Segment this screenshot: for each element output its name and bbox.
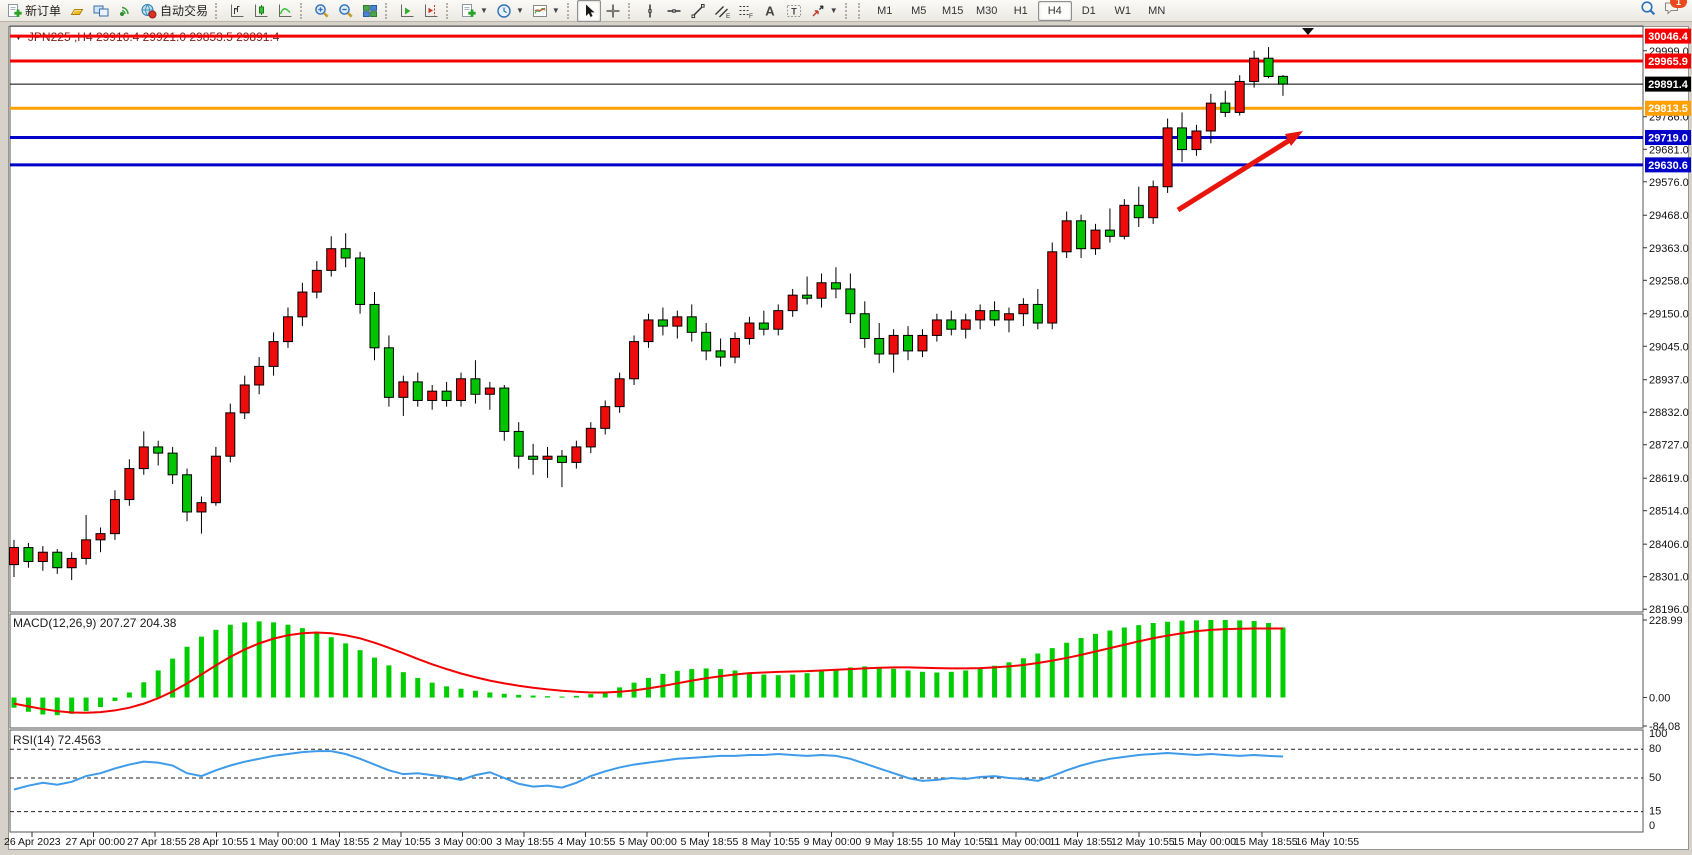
trendline-icon <box>690 3 706 19</box>
vertical-line-icon <box>642 3 658 19</box>
data-window-button[interactable] <box>89 0 113 22</box>
chevron-down-icon: ▼ <box>515 6 524 15</box>
cursor-icon <box>581 3 597 19</box>
templates-button[interactable]: ▼ <box>528 0 564 22</box>
fibonacci-button[interactable]: F <box>734 0 758 22</box>
toolbar: 新订单 自动交易 ▼ ▼ ▼ E F A T ▼ M1 M5 M15 M30 H1 H4 D1 W1 MN 1 <box>0 0 1692 22</box>
timeframe-m5-button[interactable]: M5 <box>911 4 927 17</box>
toolbar-separator <box>857 2 865 19</box>
horizontal-line-button[interactable] <box>662 0 686 22</box>
periods-button[interactable]: ▼ <box>492 0 528 22</box>
new-order-label: 新订单 <box>25 4 62 18</box>
chevron-down-icon: ▼ <box>480 6 488 15</box>
toolbar-separator <box>446 2 453 19</box>
autotrading-label: 自动交易 <box>160 4 209 18</box>
cursor-button[interactable] <box>576 0 601 22</box>
navigator-button[interactable] <box>113 0 137 22</box>
trendline-button[interactable] <box>686 0 710 22</box>
periods-icon <box>496 3 512 19</box>
new-order-button[interactable]: 新订单 <box>2 0 65 22</box>
timeframe-h4-button[interactable]: H4 <box>1037 0 1072 21</box>
zoom-out-button[interactable] <box>334 0 358 22</box>
toolbar-separator <box>215 2 222 19</box>
line-chart-mode-icon <box>277 3 293 19</box>
chart-shift-button[interactable] <box>419 0 443 22</box>
notification-badge: 1 <box>1670 0 1687 8</box>
equidistant-channel-button[interactable]: E <box>710 0 734 22</box>
crosshair-icon <box>605 3 621 19</box>
svg-text:T: T <box>791 6 797 16</box>
chat-button[interactable]: 1 <box>1664 0 1687 21</box>
svg-text:F: F <box>749 13 753 19</box>
zoom-in-button[interactable] <box>310 0 334 22</box>
toolbar-right: 1 <box>1640 0 1690 21</box>
bar-chart-mode-button[interactable] <box>225 0 249 22</box>
tile-windows-button[interactable] <box>358 0 382 22</box>
text-label-button[interactable]: T <box>782 0 806 22</box>
text-icon: A <box>762 3 778 19</box>
candlestick-mode-button[interactable] <box>249 0 273 22</box>
chart-menu-arrow-icon[interactable]: ▼ <box>14 32 23 42</box>
timeframe-h1-button[interactable]: H1 <box>1013 4 1028 17</box>
zoom-out-icon <box>338 3 354 19</box>
auto-scroll-button[interactable] <box>395 0 419 22</box>
chevron-down-icon: ▼ <box>829 6 838 15</box>
chevron-down-icon: ▼ <box>551 6 560 15</box>
timeframe-m1-button[interactable]: M1 <box>877 4 893 17</box>
toolbar-separator <box>385 2 392 19</box>
equidistant-channel-icon: E <box>714 3 730 19</box>
chart-window-background[interactable] <box>8 26 1689 850</box>
text-button[interactable]: A <box>758 0 782 22</box>
fibonacci-icon: F <box>738 3 754 19</box>
chart-title-text: JPN225 ,H4 29916.4 29921.0 29853.5 29891… <box>27 30 280 44</box>
crosshair-button[interactable] <box>601 0 625 22</box>
line-chart-mode-button[interactable] <box>273 0 297 22</box>
market-watch-button[interactable] <box>65 0 89 22</box>
horizontal-line-icon <box>666 3 682 19</box>
navigator-icon <box>117 3 133 19</box>
toolbar-separator <box>627 2 635 19</box>
autotrading-button[interactable]: 自动交易 <box>137 0 212 22</box>
market-watch-icon <box>69 3 85 19</box>
data-window-icon <box>93 3 109 19</box>
vertical-line-button[interactable] <box>638 0 662 22</box>
search-icon[interactable] <box>1640 0 1656 21</box>
autotrading-icon <box>141 3 157 19</box>
candlestick-mode-icon <box>253 3 269 19</box>
zoom-in-icon <box>314 3 330 19</box>
text-label-icon: T <box>786 3 802 19</box>
macd-indicator-label: MACD(12,26,9) 207.27 204.38 <box>13 616 177 630</box>
tile-windows-icon <box>362 3 378 19</box>
auto-scroll-icon <box>399 3 415 19</box>
timeframe-m30-button[interactable]: M30 <box>976 4 998 17</box>
chart-title: ▼ JPN225 ,H4 29916.4 29921.0 29853.5 298… <box>14 30 279 44</box>
indicators-button[interactable]: ▼ <box>456 0 492 22</box>
indicators-icon <box>460 3 476 19</box>
toolbar-separator <box>566 2 574 19</box>
timeframe-m15-button[interactable]: M15 <box>942 4 964 17</box>
bar-chart-mode-icon <box>229 3 245 19</box>
chart-shift-icon <box>423 3 439 19</box>
svg-text:E: E <box>726 13 730 19</box>
toolbar-separator <box>844 2 852 19</box>
arrows-icon <box>810 3 826 19</box>
templates-icon <box>532 3 548 19</box>
timeframe-d1-button[interactable]: D1 <box>1081 4 1096 17</box>
timeframe-w1-button[interactable]: W1 <box>1114 4 1131 17</box>
svg-text:A: A <box>765 3 775 18</box>
new-order-icon <box>6 3 22 19</box>
arrows-button[interactable]: ▼ <box>806 0 842 22</box>
rsi-indicator-label: RSI(14) 72.4563 <box>13 733 102 747</box>
timeframe-mn-button[interactable]: MN <box>1148 4 1166 17</box>
toolbar-separator <box>300 2 307 19</box>
